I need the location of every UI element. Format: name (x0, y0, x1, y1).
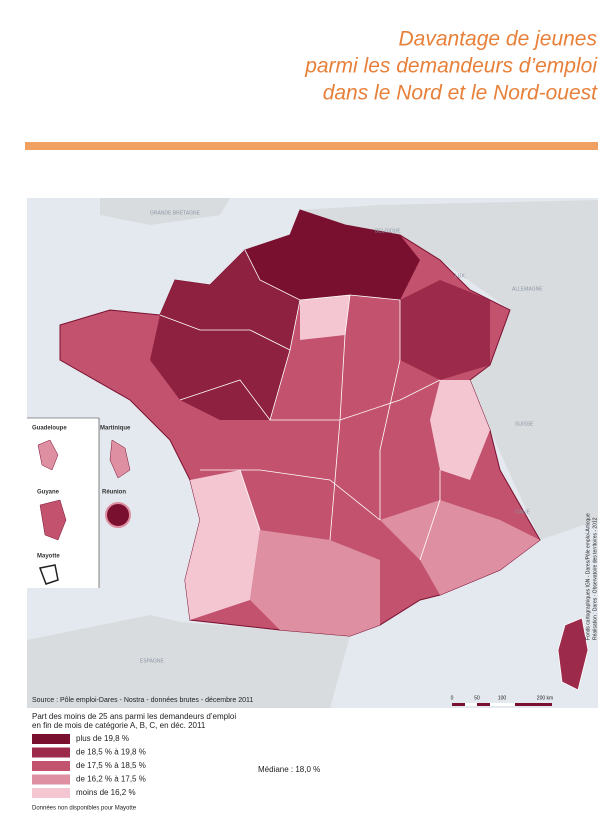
legend: plus de 19,8 % de 18,5 % à 19,8 % de 17,5 … (32, 734, 146, 798)
country-label: GRANDE BRETAGNE (150, 210, 201, 216)
legend-note: Données non disponibles pour Mayotte (32, 806, 137, 812)
scale-label: 100 (498, 695, 507, 701)
scale-label: 50 (474, 695, 480, 701)
mayotte (38, 564, 59, 585)
title-line: parmi les demandeurs d’emploi (304, 55, 598, 78)
reunion (105, 502, 131, 528)
legend-label: moins de 16,2 % (76, 788, 136, 797)
overseas-label: Réunion (102, 490, 126, 496)
legend-swatch (32, 774, 70, 785)
legend-swatch (32, 788, 70, 798)
zone-sw (185, 470, 260, 620)
overseas-label: Guyane (37, 490, 60, 496)
credit: Réalisation : Dares · Observatoire des t… (592, 517, 598, 640)
legend-swatch (32, 747, 70, 758)
country-label: ITALIE (515, 509, 531, 515)
scale-bar (490, 703, 515, 706)
scale-label: 200 km (537, 695, 553, 701)
zone-west (150, 250, 300, 420)
land-neighbours (300, 200, 598, 540)
overseas-label: Martinique (100, 426, 131, 432)
scale-label: 0 (451, 695, 454, 701)
scale-bar (465, 703, 477, 706)
country-label: ALLEMAGNE (512, 286, 543, 292)
legend-swatch (32, 761, 70, 771)
zone-north (245, 210, 420, 300)
zone-se (380, 500, 540, 595)
source: Source : Pôle emploi-Dares - Nostra - do… (32, 697, 253, 704)
legend-title: en fin de mois de catégorie A, B, C, en … (32, 721, 206, 730)
separator (25, 142, 598, 150)
land-gb (100, 198, 230, 225)
legend-title: Part des moins de 25 ans parmi les deman… (32, 712, 236, 721)
land-spain (27, 615, 350, 708)
map: GRANDE BRETAGNE BELGIQUE LUX. ALLEMAGNE … (27, 198, 598, 708)
overseas-label: Mayotte (37, 554, 60, 560)
country-label: BELGIQUE (375, 228, 401, 234)
corsica (557, 617, 589, 691)
legend-swatch (32, 734, 70, 744)
guadeloupe (37, 439, 59, 471)
median: Médiane : 18,0 % (258, 765, 320, 774)
overseas-panel (27, 418, 99, 588)
zone-alps (430, 380, 490, 480)
zone-east (400, 280, 490, 380)
title-line: Davantage de jeunes (399, 28, 598, 51)
legend-label: plus de 19,8 % (76, 734, 129, 743)
zone-south (250, 530, 380, 636)
title-line: dans le Nord et le Nord-ouest (323, 82, 598, 105)
country-label: ESPAGNE (140, 658, 164, 664)
credit: Fonds cartographiques IGN - Dares/Pôle e… (585, 513, 591, 640)
department-borders (159, 249, 441, 561)
country-label: SUISSE (515, 421, 534, 427)
overseas-label: Guadeloupe (32, 426, 67, 432)
zone-paris (300, 295, 350, 340)
legend-label: de 18,5 % à 19,8 % (76, 748, 146, 757)
martinique (109, 439, 131, 479)
legend-label: de 16,2 % à 17,5 % (76, 775, 146, 784)
legend-label: de 17,5 % à 18,5 % (76, 761, 146, 770)
guyane (39, 499, 67, 541)
country-label: LUX. (455, 273, 466, 279)
